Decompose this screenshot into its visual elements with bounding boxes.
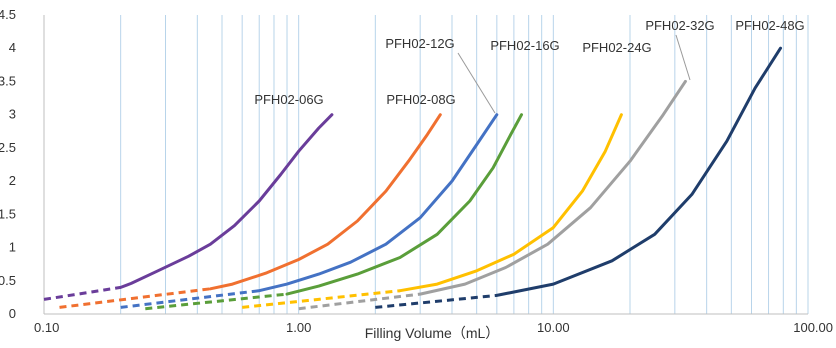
series-label-pfh02-48g: PFH02-48G	[735, 18, 804, 33]
y-tick-label: 4	[9, 40, 16, 55]
series-line-pfh02-48g	[495, 46, 782, 297]
y-tick-label: 2	[9, 173, 16, 188]
series-line-pfh02-32g	[418, 79, 687, 296]
y-tick-label: 2.5	[0, 140, 16, 155]
label-leader-line	[457, 52, 496, 114]
series-line-dashed-pfh02-12g	[120, 289, 260, 309]
label-leader-line	[675, 34, 691, 81]
series-label-pfh02-08g: PFH02-08G	[386, 92, 455, 107]
y-tick-label: 0	[9, 306, 16, 321]
series-label-pfh02-32g: PFH02-32G	[645, 18, 714, 33]
series-line-pfh02-24g	[398, 113, 623, 293]
series-line-dashed-pfh02-24g	[242, 289, 401, 309]
x-tick-labels: 0.10 1.00 10.00 100.00	[34, 320, 833, 335]
x-tick-label: 1.00	[286, 320, 311, 335]
series-label-pfh02-06g: PFH02-06G	[254, 92, 323, 107]
series-label-pfh02-12g: PFH02-12G	[385, 36, 454, 51]
series-line-dashed-pfh02-48g	[375, 293, 497, 309]
series-line-pfh02-12g	[257, 113, 499, 293]
series-label-pfh02-16g: PFH02-16G	[490, 38, 559, 53]
y-tick-label: 1	[9, 240, 16, 255]
y-tick-labels: 0 0.5 1 1.5 2 2.5 3 3.5 4 4.5	[0, 7, 16, 321]
series-line-dashed-pfh02-32g	[298, 292, 421, 311]
y-tick-label: 3	[9, 107, 16, 122]
y-tick-label: 1.5	[0, 206, 16, 221]
y-tick-label: 0.5	[0, 273, 16, 288]
axes	[43, 15, 808, 315]
series-line-pfh02-06g	[119, 113, 334, 289]
label-leaders	[457, 34, 691, 114]
grid-lines	[43, 15, 809, 314]
series-line-pfh02-16g	[285, 113, 523, 296]
series-line-pfh02-08g	[208, 113, 442, 291]
series-line-dashed-pfh02-06g	[43, 285, 121, 301]
x-tick-label: 0.10	[34, 320, 59, 335]
series-label-pfh02-24g: PFH02-24G	[582, 40, 651, 55]
series-labels: PFH02-06G PFH02-08G PFH02-12G PFH02-16G PFH0…	[254, 18, 804, 107]
x-tick-label: 10.00	[537, 320, 570, 335]
series-lines	[43, 46, 782, 311]
series-line-dashed-pfh02-08g	[59, 287, 211, 309]
y-tick-label: 4.5	[0, 7, 16, 22]
x-axis-label: Filling Volume（mL）	[365, 325, 500, 341]
x-tick-label: 100.00	[793, 320, 833, 335]
y-tick-label: 3.5	[0, 73, 16, 88]
